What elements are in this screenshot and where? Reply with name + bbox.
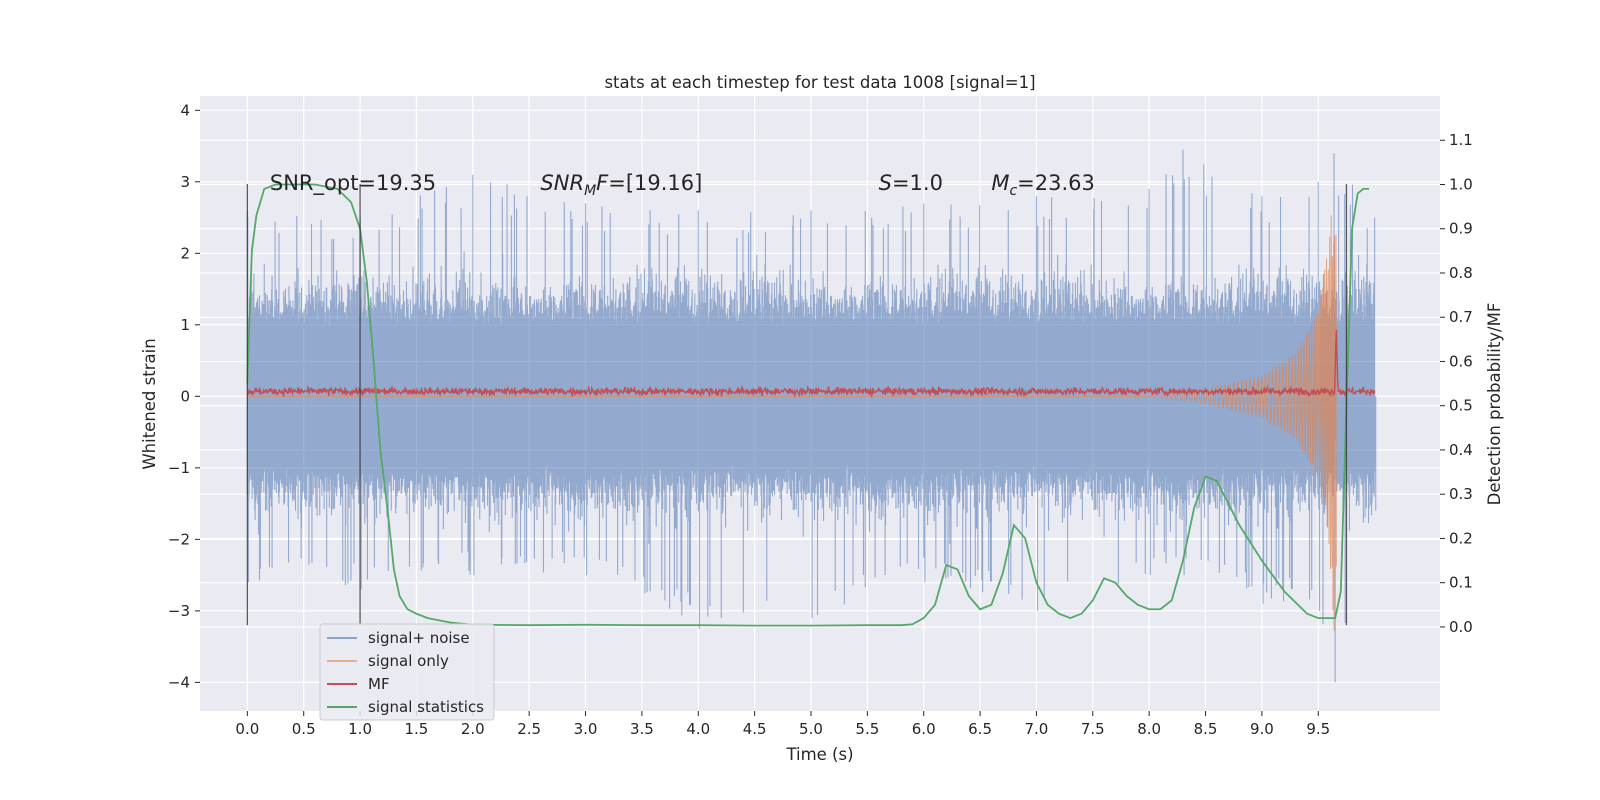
- annotations: SNR_opt=19.35 SNRMF=[19.16] S=1.0 Mc=23.63: [270, 171, 1095, 199]
- x-tick-label: 3.0: [574, 720, 598, 738]
- vertical-markers: [246, 183, 1348, 626]
- x-tick-label: 0.0: [235, 720, 259, 738]
- series-signal-only: [247, 215, 1337, 631]
- x-axis-label: Time (s): [785, 745, 853, 764]
- y2-tick-label: 0.5: [1449, 397, 1473, 415]
- legend-frame: [319, 623, 495, 721]
- y2-tick-label: 1.0: [1449, 175, 1473, 193]
- x-tick-label: 9.5: [1306, 720, 1330, 738]
- y2-tick-label: 0.0: [1449, 618, 1473, 636]
- y-tick-label: −1: [168, 459, 190, 477]
- annotation-snr-mf: SNRMF=[19.16]: [540, 171, 702, 199]
- x-tick-label: 7.0: [1025, 720, 1049, 738]
- x-tick-label: 9.0: [1250, 720, 1274, 738]
- legend-label-signal-statistics: signal statistics: [368, 698, 484, 716]
- y-tick-label: −4: [168, 673, 190, 691]
- y2-axis-ticks: 0.0 0.1 0.2 0.3 0.4 0.5 0.6 0.7 0.8 0.9 1.0 1.1: [1440, 131, 1473, 636]
- x-axis-ticks: 0.0 0.5 1.0 1.5 2.0 2.5 3.0 3.5 4.0 4.5 5.0 5.5 6.0 6…: [235, 711, 1330, 738]
- chart-title: stats at each timestep for test data 100…: [604, 73, 1035, 92]
- x-tick-label: 8.5: [1194, 720, 1218, 738]
- x-tick-label: 2.5: [517, 720, 541, 738]
- x-tick-label: 2.0: [461, 720, 485, 738]
- annotation-mc: Mc=23.63: [991, 171, 1095, 199]
- x-tick-label: 4.5: [743, 720, 767, 738]
- series-layer: [246, 149, 1377, 683]
- y-axis-ticks: −4 −3 −2 −1 0 1 2 3 4: [168, 101, 200, 691]
- y2-tick-label: 0.7: [1449, 308, 1473, 326]
- x-tick-label: 5.5: [855, 720, 879, 738]
- series-mf: [247, 329, 1376, 399]
- legend-label-mf: MF: [368, 675, 390, 693]
- y-tick-label: −2: [168, 530, 190, 548]
- x-tick-label: 3.5: [630, 720, 654, 738]
- y2-tick-label: 0.4: [1449, 441, 1473, 459]
- legend-label-signal-only: signal only: [368, 652, 449, 670]
- y-tick-label: 3: [180, 173, 190, 191]
- y-tick-label: −3: [168, 602, 190, 620]
- y2-axis-label: Detection probability/MF: [1485, 303, 1504, 506]
- annotation-snr-opt: SNR_opt=19.35: [270, 171, 436, 196]
- y-tick-label: 1: [180, 316, 190, 334]
- x-tick-label: 6.0: [912, 720, 936, 738]
- y2-tick-label: 0.3: [1449, 485, 1473, 503]
- x-tick-label: 6.5: [968, 720, 992, 738]
- x-tick-label: 1.0: [348, 720, 372, 738]
- y-tick-label: 0: [180, 387, 190, 405]
- y2-tick-label: 0.9: [1449, 220, 1473, 238]
- series-signal-statistics: [246, 183, 1369, 627]
- x-tick-label: 0.5: [292, 720, 316, 738]
- x-tick-label: 7.5: [1081, 720, 1105, 738]
- y2-tick-label: 0.2: [1449, 529, 1473, 547]
- y2-tick-label: 0.8: [1449, 264, 1473, 282]
- y2-tick-label: 0.6: [1449, 352, 1473, 370]
- y-tick-label: 2: [180, 244, 190, 262]
- x-tick-label: 1.5: [405, 720, 429, 738]
- legend: signal+ noise signal only MF signal stat…: [319, 623, 495, 721]
- y2-tick-label: 1.1: [1449, 131, 1473, 149]
- annotation-s: S=1.0: [879, 171, 943, 195]
- x-tick-label: 8.0: [1137, 720, 1161, 738]
- y2-tick-label: 0.1: [1449, 574, 1473, 592]
- y-axis-label: Whitened strain: [140, 338, 159, 469]
- legend-label-signal-noise: signal+ noise: [368, 629, 470, 647]
- x-tick-label: 4.0: [686, 720, 710, 738]
- x-tick-label: 5.0: [799, 720, 823, 738]
- y-tick-label: 4: [180, 101, 190, 119]
